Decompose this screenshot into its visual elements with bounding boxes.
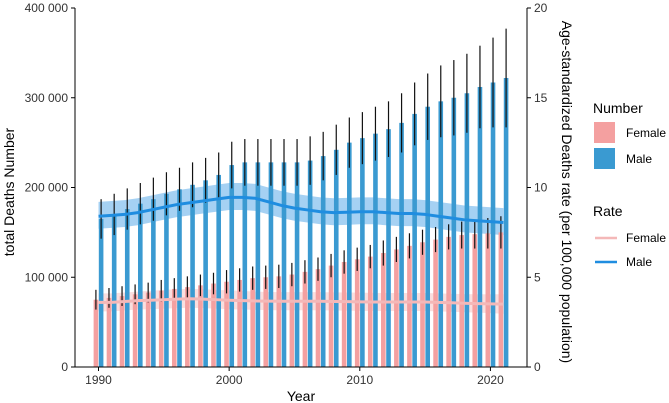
y-left-tick-label: 400 000 <box>25 1 69 15</box>
rate-line-female <box>98 297 504 306</box>
y-right-tick-label: 15 <box>534 91 548 105</box>
bar-female-2011 <box>367 256 373 367</box>
bar-female-2018 <box>459 235 464 367</box>
bar-male-2004 <box>281 162 287 367</box>
bar-male-2011 <box>373 133 378 367</box>
rate-lines <box>98 195 504 306</box>
x-axis-label: Year <box>287 388 316 403</box>
bar-male-2010 <box>360 138 365 367</box>
bar-male-2001 <box>242 162 248 367</box>
bar-male-2020 <box>490 82 496 368</box>
axes: 0 100 000 200 000 300 000 400 000 0 5 10 15 20 199… <box>25 1 548 387</box>
y-right-tick-label: 5 <box>534 270 541 284</box>
bar-male-2018 <box>464 93 470 367</box>
bar-male-1994 <box>151 199 156 367</box>
bar-male-2017 <box>451 97 457 367</box>
x-tick-label: 1990 <box>85 373 112 387</box>
bar-female-2015 <box>420 242 425 367</box>
bar-male-1993 <box>138 203 143 367</box>
bar-female-2008 <box>328 265 334 367</box>
bar-female-1991 <box>106 297 112 367</box>
bar-male-2006 <box>307 160 313 367</box>
bar-female-2012 <box>381 253 386 367</box>
bar-male-2016 <box>438 101 444 367</box>
y-left-tick-label: 300 000 <box>25 91 69 105</box>
bar-female-2005 <box>289 274 295 367</box>
bar-female-2007 <box>315 269 321 367</box>
legend-label-female-rate: Female <box>626 231 666 245</box>
bar-male-2007 <box>320 156 326 367</box>
bar-female-1992 <box>119 296 125 367</box>
bar-male-1999 <box>216 174 221 367</box>
bar-male-2012 <box>386 129 391 367</box>
bar-female-2010 <box>354 259 360 367</box>
y-axis-right-label: Age-standardized Deaths rate (per 100,00… <box>559 21 575 363</box>
bar-female-1995 <box>158 290 164 367</box>
bar-female-2021 <box>498 232 504 367</box>
bar-female-2014 <box>407 245 412 367</box>
bar-female-2003 <box>263 277 269 367</box>
bar-male-2000 <box>229 165 235 367</box>
y-left-tick-label: 100 000 <box>25 270 69 284</box>
bar-female-2006 <box>302 271 308 367</box>
bar-male-1998 <box>203 180 208 367</box>
bar-female-2004 <box>276 276 282 367</box>
legend-swatch-female-number <box>594 122 615 143</box>
bar-female-1999 <box>211 283 216 367</box>
legend-label-female-number: Female <box>626 126 666 140</box>
bar-male-2008 <box>333 149 339 367</box>
legend-label-male-rate: Male <box>626 255 652 269</box>
legend-number-title: Number <box>593 100 643 116</box>
bar-female-2000 <box>224 281 229 367</box>
legend-swatch-male-number <box>594 148 615 169</box>
legend: Number Female Male Rate Female Male <box>593 100 666 269</box>
x-tick-label: 2020 <box>477 373 504 387</box>
legend-rate-title: Rate <box>593 203 623 219</box>
y-right-tick-label: 20 <box>534 1 548 15</box>
x-tick-label: 2010 <box>346 373 373 387</box>
bar-male-1992 <box>124 209 130 367</box>
bar-male-2015 <box>425 106 431 367</box>
y-left-tick-label: 200 000 <box>25 181 69 195</box>
bars-layer <box>93 28 509 368</box>
bar-female-1993 <box>132 294 138 367</box>
bar-male-1997 <box>190 184 195 367</box>
bar-female-1996 <box>171 288 177 367</box>
legend-label-male-number: Male <box>626 152 652 166</box>
bar-male-1995 <box>164 193 169 367</box>
bar-male-1990 <box>98 218 104 367</box>
bar-male-2013 <box>399 122 404 367</box>
bar-female-2019 <box>472 234 478 367</box>
bar-female-1998 <box>198 285 203 367</box>
y-axis-left-label: total Deaths Number <box>1 127 17 256</box>
bar-female-2020 <box>485 233 491 367</box>
bar-female-2001 <box>237 279 242 367</box>
bar-male-2019 <box>477 86 483 367</box>
y-right-tick-label: 10 <box>534 181 548 195</box>
bar-female-2009 <box>341 261 347 367</box>
bar-female-1994 <box>145 292 151 367</box>
rate-line-male <box>98 195 504 224</box>
bar-female-2002 <box>250 278 255 367</box>
bar-male-1991 <box>111 214 117 367</box>
bar-female-1990 <box>93 299 99 367</box>
bar-female-2013 <box>394 249 399 367</box>
y-right-tick-label: 0 <box>534 360 541 374</box>
x-tick-label: 2000 <box>216 373 243 387</box>
bar-male-2005 <box>294 162 300 367</box>
bar-male-2009 <box>347 142 352 367</box>
bar-male-2003 <box>268 162 274 367</box>
bar-male-2014 <box>412 113 417 367</box>
bar-male-2002 <box>255 162 261 367</box>
bar-male-1996 <box>177 189 182 367</box>
bar-male-2021 <box>503 78 509 367</box>
y-left-tick-label: 0 <box>61 360 68 374</box>
bar-female-1997 <box>185 287 190 367</box>
